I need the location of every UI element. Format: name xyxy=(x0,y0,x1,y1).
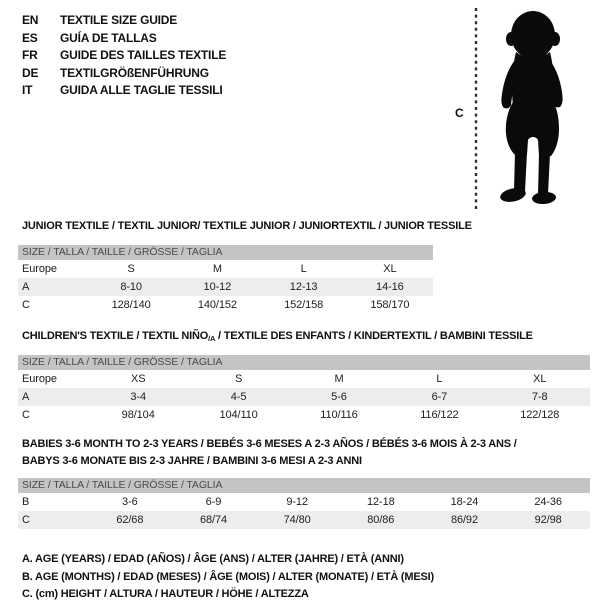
footnote-height-cm: C. (cm) HEIGHT / ALTURA / HAUTEUR / HÖHE… xyxy=(22,588,309,600)
table-cell: 80/86 xyxy=(367,514,395,526)
language-code: FR xyxy=(22,48,38,62)
table-cell: L xyxy=(436,373,443,385)
table-cell: 3-4 xyxy=(130,391,146,403)
tables-content: JUNIOR TEXTILE / TEXTIL JUNIOR/ TEXTILE … xyxy=(18,212,592,600)
table-row: A 3-4 4-5 5-6 6-7 7-8 xyxy=(18,388,590,406)
table-cell: 3-6 xyxy=(122,496,138,508)
table-cell: 6-7 xyxy=(431,391,448,403)
toddler-silhouette-icon xyxy=(500,11,563,205)
table-cell: 5-6 xyxy=(331,391,347,403)
height-dashed-line xyxy=(474,8,478,212)
table-cell: XL xyxy=(533,373,547,385)
table-cell: 9-12 xyxy=(286,496,308,508)
junior-section-title: JUNIOR TEXTILE / TEXTIL JUNIOR/ TEXTILE … xyxy=(22,220,472,232)
size-bar-label: SIZE / TALLA / TAILLE / GRÖSSE / TAGLIA xyxy=(18,478,590,493)
table-cell: 14-16 xyxy=(376,281,404,293)
children-title-subscript: /A xyxy=(208,334,216,343)
children-section-title: CHILDREN'S TEXTILE / TEXTIL NIÑO/A / TEX… xyxy=(22,328,592,347)
table-row: A 8-10 10-12 12-13 14-16 xyxy=(18,278,433,296)
table-cell: 86/92 xyxy=(450,514,478,526)
table-cell: 7-8 xyxy=(531,391,548,403)
language-row: EN TEXTILE SIZE GUIDE xyxy=(22,12,226,30)
babies-title-line2: BABYS 3-6 MONATE BIS 2-3 JAHRE / BAMBINI… xyxy=(22,455,362,467)
table-cell: 116/122 xyxy=(420,409,459,421)
table-cell: 8-10 xyxy=(120,281,142,293)
language-label: GUIDA ALLE TAGLIE TESSILI xyxy=(60,83,223,97)
language-row: IT GUIDA ALLE TAGLIE TESSILI xyxy=(22,82,226,100)
table-row: C 98/104 104/110 110/116 116/122 122/128 xyxy=(18,406,590,424)
table-cell: C xyxy=(22,514,30,526)
language-code: IT xyxy=(22,83,33,97)
language-row: DE TEXTILGRÖßENFÜHRUNG xyxy=(22,65,226,83)
footnote-age-months: B. AGE (MONTHS) / EDAD (MESES) / ÂGE (MO… xyxy=(22,570,434,583)
babies-size-table: SIZE / TALLA / TAILLE / GRÖSSE / TAGLIA B… xyxy=(18,478,590,529)
table-cell: 104/110 xyxy=(219,409,258,421)
table-cell: 92/98 xyxy=(534,514,562,526)
table-cell: 122/128 xyxy=(520,409,560,421)
footnote-age-years: A. AGE (YEARS) / EDAD (AÑOS) / ÂGE (ANS)… xyxy=(22,553,404,565)
babies-title-line1: BABIES 3-6 MONTH TO 2-3 YEARS / BEBÉS 3-… xyxy=(22,438,517,450)
table-cell: 110/116 xyxy=(320,409,358,421)
table-cell: Europe xyxy=(22,263,57,275)
table-cell: S xyxy=(127,263,135,275)
table-cell: L xyxy=(300,263,307,275)
size-bar-label: SIZE / TALLA / TAILLE / GRÖSSE / TAGLIA xyxy=(18,355,590,370)
table-cell: 12-13 xyxy=(289,281,318,293)
junior-size-table: SIZE / TALLA / TAILLE / GRÖSSE / TAGLIA E… xyxy=(18,245,433,314)
table-cell: B xyxy=(22,496,30,508)
language-label: TEXTILGRÖßENFÜHRUNG xyxy=(60,65,209,80)
table-cell: 128/140 xyxy=(111,299,151,311)
table-cell: 68/74 xyxy=(199,514,227,526)
language-code: ES xyxy=(22,30,38,45)
language-header: EN TEXTILE SIZE GUIDE ES GUÍA DE TALLAS FR… xyxy=(22,12,226,100)
table-row: C 128/140 140/152 152/158 158/170 xyxy=(18,296,433,314)
footnotes: A. AGE (YEARS) / EDAD (AÑOS) / ÂGE (ANS)… xyxy=(22,551,592,600)
language-label: TEXTILE SIZE GUIDE xyxy=(60,13,178,27)
language-code: EN xyxy=(22,13,39,27)
babies-section-title: BABIES 3-6 MONTH TO 2-3 YEARS / BEBÉS 3-… xyxy=(22,436,592,470)
table-cell: XS xyxy=(130,373,146,385)
table-cell: A xyxy=(22,281,30,293)
height-measure-figure: C xyxy=(450,6,596,214)
table-cell: S xyxy=(234,373,243,385)
table-cell: 158/170 xyxy=(370,299,410,311)
language-label: GUÍA DE TALLAS xyxy=(60,30,157,45)
table-cell: XL xyxy=(383,263,397,275)
table-cell: 98/104 xyxy=(121,409,155,421)
table-cell: Europe xyxy=(22,373,57,385)
table-row: Europe S M L XL xyxy=(18,260,433,278)
children-title-suffix: / TEXTILE DES ENFANTS / KINDERTEXTIL / B… xyxy=(215,330,533,342)
table-cell: 140/152 xyxy=(197,299,237,311)
table-cell: A xyxy=(22,391,30,403)
table-cell: 4-5 xyxy=(230,391,247,403)
table-cell: C xyxy=(22,409,30,421)
table-cell: 62/68 xyxy=(116,514,144,526)
table-cell: 10-12 xyxy=(203,281,232,293)
language-label: GUIDE DES TAILLES TEXTILE xyxy=(60,48,227,62)
table-row: Europe XS S M L XL xyxy=(18,370,590,388)
children-title-prefix: CHILDREN'S TEXTILE / TEXTIL NIÑO xyxy=(22,330,209,342)
table-cell: 152/158 xyxy=(284,299,324,311)
table-cell: M xyxy=(334,373,344,385)
table-cell: 18-24 xyxy=(450,496,479,508)
children-size-table: SIZE / TALLA / TAILLE / GRÖSSE / TAGLIA E… xyxy=(18,355,590,424)
height-measure-label: C xyxy=(455,106,464,120)
table-row: B 3-6 6-9 9-12 12-18 18-24 24-36 xyxy=(18,493,590,511)
table-cell: C xyxy=(22,299,30,311)
table-cell: 74/80 xyxy=(283,514,311,526)
table-cell: 6-9 xyxy=(205,496,222,508)
language-code: DE xyxy=(22,65,39,80)
table-cell: 24-36 xyxy=(534,496,562,508)
table-cell: 12-18 xyxy=(366,496,395,508)
language-row: FR GUIDE DES TAILLES TEXTILE xyxy=(22,47,226,65)
language-row: ES GUÍA DE TALLAS xyxy=(22,30,226,48)
size-bar-label: SIZE / TALLA / TAILLE / GRÖSSE / TAGLIA xyxy=(18,245,433,260)
table-cell: M xyxy=(212,263,222,275)
table-row: C 62/68 68/74 74/80 80/86 86/92 92/98 xyxy=(18,511,590,529)
